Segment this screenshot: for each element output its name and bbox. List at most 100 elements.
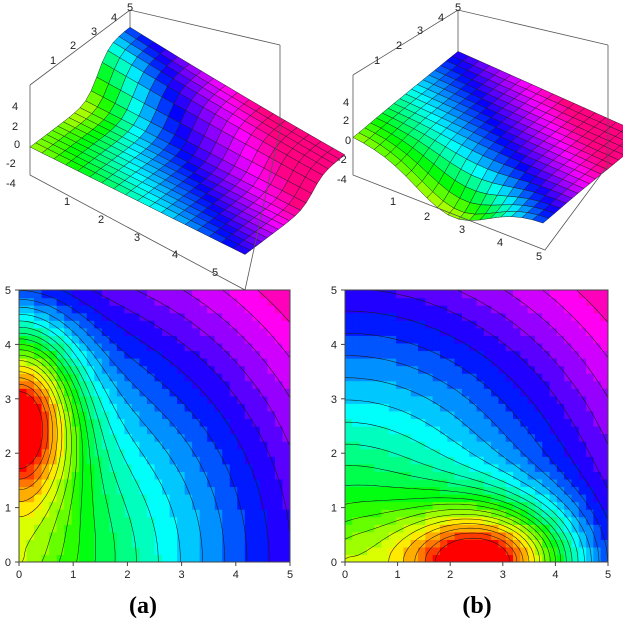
contour-b-cell [410,501,419,510]
contour-b-cell [534,380,543,389]
contour-a-cell [26,554,35,562]
contour-b-cell [556,305,565,314]
contour-b-cell [476,335,485,344]
contour-b-cell [418,410,426,420]
contour-a-cell [26,290,35,299]
contour-a-cell [101,335,110,344]
contour-a-cell [229,373,238,382]
contour-b-iso-line [345,484,562,562]
contour-a-cell [34,373,43,382]
contour-a-cell [124,327,133,336]
contour-a-cell [244,554,253,562]
contour-b-cell [359,426,368,435]
contour-a-cell [101,358,110,367]
contour-b-cell [564,388,573,397]
contour-a-cell [56,433,65,442]
contour-a-cell [139,539,148,548]
contour-b-cell [586,546,594,556]
contour-b-cell [403,486,412,495]
contour-b-cell [476,350,485,359]
contour-a-cell [94,554,103,562]
contour-a-cell [109,403,118,412]
contour-a-cell [146,410,156,420]
contour-a-cell [26,546,35,556]
contour-b-cell [593,350,602,359]
contour-b-cell [578,448,587,457]
contour-b-cell [461,441,470,450]
contour-a-cell [267,342,276,352]
contour-a-cell [109,373,118,382]
contour-a-cell [49,463,58,472]
contour-a-cell [26,441,35,450]
contour-a-cell [124,403,133,412]
contour-a-cell [222,350,231,359]
contour-a-cell [41,433,50,442]
contour-a-cell [162,418,171,427]
contour-a-cell [282,456,290,465]
contour-a-cell [56,418,65,427]
contour-b-cell [600,297,608,306]
contour-b-iso-line [370,290,608,490]
contour-b-cell [549,418,558,427]
contour-b-cell [520,380,529,389]
contour-a-cell [169,426,178,435]
contour-b-cell [513,494,521,503]
contour-a-cell [229,531,238,540]
contour-b-cell [469,342,478,352]
contour-a-cell [71,524,80,533]
contour-b-cell [498,456,507,465]
contour-a-cell [154,539,163,548]
contour-a-cell [49,426,58,435]
contour-a-cell [199,501,208,510]
contour-b-cell [542,501,551,510]
contour-a-cell [192,486,201,495]
contour-a-cell [252,327,261,336]
contour-a-cell [184,509,193,518]
contour-b-cell [410,418,419,427]
contour-a-cell [282,305,290,314]
contour-a-cell [207,509,216,518]
contour-a-cell [79,471,88,480]
contour-b-cell [403,342,412,352]
contour-a-cell [252,365,261,374]
contour-b-cell [476,516,485,525]
contour-a-cell [267,410,276,420]
contour-a-cell [199,471,208,480]
contour-b-cell [461,433,470,442]
contour-a-cell [177,350,186,359]
contour-b-cell [461,327,470,336]
contour-a-cell [244,463,253,472]
contour-a-cell [222,290,231,299]
contour-b-cell [564,486,573,495]
contour-a-cell [252,486,261,495]
contour-b-cell [513,486,521,495]
contour-b-cell [345,388,353,397]
contour-a-cell [79,418,88,427]
contour-b-cell [593,486,602,495]
contour-a-cell [79,380,88,389]
contour-a-cell [19,395,28,404]
contour-a-cell [34,441,43,450]
contour-a-cell [207,373,216,382]
contour-a-cell [162,509,171,518]
contour-a-cell [282,403,290,412]
contour-a-cell [146,463,156,472]
contour-b-cell [534,388,543,397]
contour-b-cell [359,524,368,533]
contour-b-iso-line [345,465,567,562]
contour-a-cell [252,380,261,389]
contour-a-cell [26,320,35,329]
contour-a-cell [86,426,95,435]
contour-a-cell [274,403,284,412]
contour-a-cell [177,524,186,533]
contour-b-cell [483,456,492,465]
contour-b-cell [586,365,594,374]
contour-a-cell [229,312,238,321]
contour-a-cell [34,418,43,427]
surface-a-y-tick: 5 [127,2,133,14]
contour-b-cell [556,441,565,450]
contour-a-cell [274,554,284,562]
contour-b-cell [571,524,580,533]
contour-a-cell [207,297,216,306]
contour-b-cell [345,554,353,562]
